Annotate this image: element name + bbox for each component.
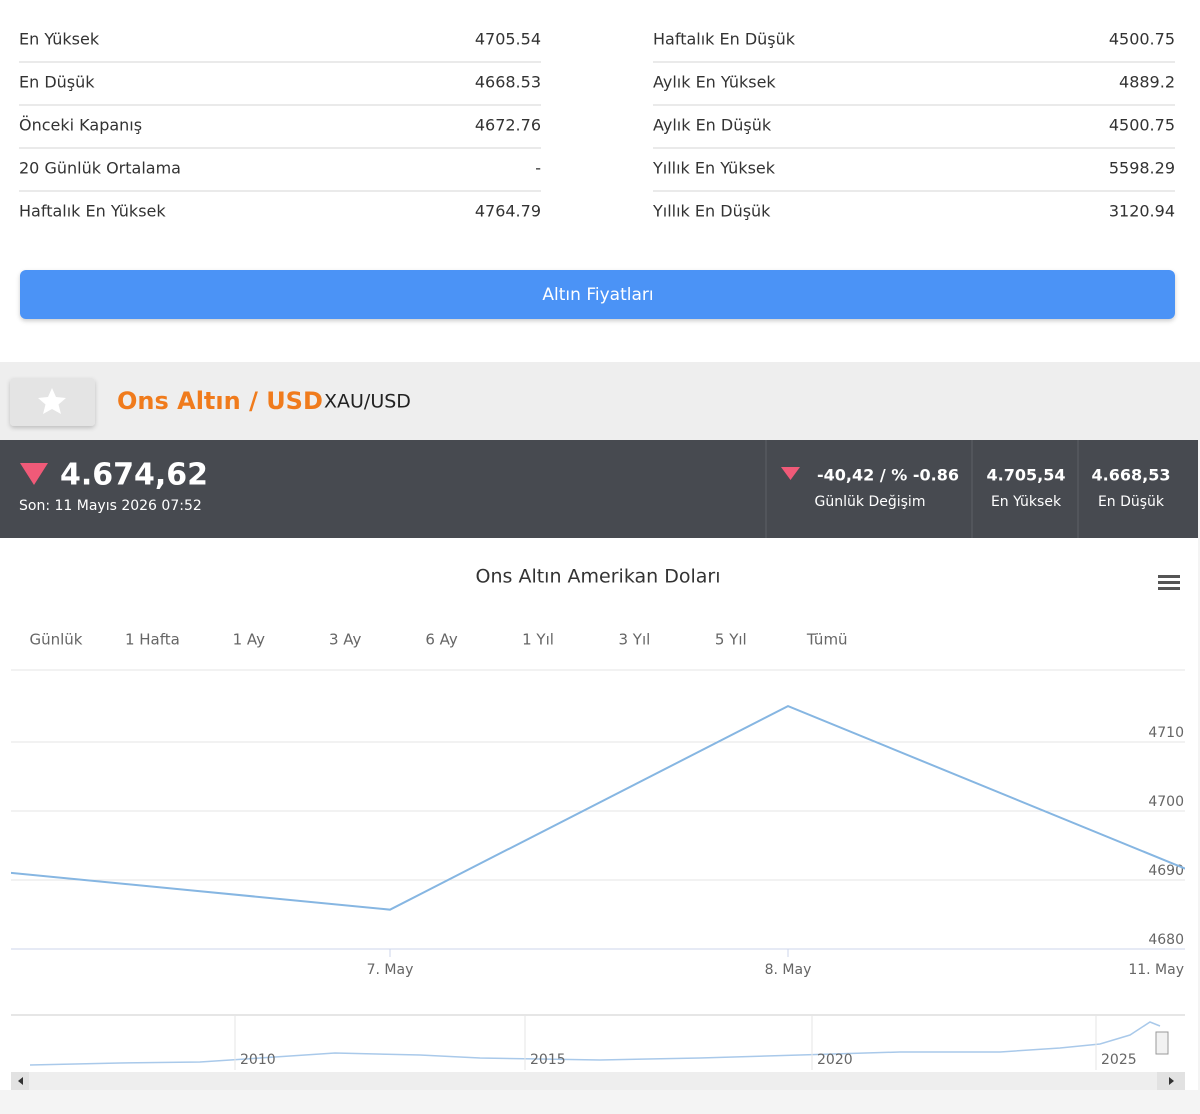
stat-value: 4764.79 xyxy=(475,202,541,221)
chart-panel xyxy=(0,538,1198,1090)
stat-label: Yıllık En Düşük xyxy=(652,202,771,221)
x-tick-label: 7. May xyxy=(367,962,414,978)
stat-label: Yıllık En Yüksek xyxy=(652,159,776,178)
range-button[interactable]: 1 Hafta xyxy=(125,631,180,649)
ticker-bar xyxy=(0,440,1198,538)
last-update: Son: 11 Mayıs 2026 07:52 xyxy=(19,498,202,514)
scroll-left-arrow[interactable] xyxy=(18,1077,23,1085)
range-button[interactable]: 3 Ay xyxy=(329,631,362,649)
price-line xyxy=(11,705,1185,911)
stat-value: 3120.94 xyxy=(1109,202,1175,221)
stat-value: 4672.76 xyxy=(475,116,541,135)
down-arrow xyxy=(20,463,48,485)
stat-label: Aylık En Yüksek xyxy=(653,73,776,92)
stat-label: Aylık En Düşük xyxy=(653,116,772,135)
navigator-axis: 2010 2015 2020 2025 xyxy=(234,1015,1137,1070)
range-button[interactable]: 1 Yıl xyxy=(522,631,554,649)
x-tick-label: 8. May xyxy=(765,962,812,978)
stat-label: Haftalık En Yüksek xyxy=(19,202,166,221)
day-high: 4.705,54 xyxy=(987,466,1066,485)
navigator-label: 2020 xyxy=(817,1052,853,1068)
range-button[interactable]: 6 Ay xyxy=(425,631,458,649)
stat-label: En Yüksek xyxy=(19,30,100,49)
range-button[interactable]: Tümü xyxy=(806,631,848,649)
scrollbar[interactable] xyxy=(11,1072,1185,1090)
stat-value: 4889.2 xyxy=(1119,73,1175,92)
stat-value: 4668.53 xyxy=(475,73,541,92)
navigator: 2010 2015 2020 2025 xyxy=(11,1014,1185,1090)
price: 4.674,62 xyxy=(60,458,208,493)
range-button[interactable]: 1 Ay xyxy=(233,631,266,649)
daily-change: -40,42 / % -0.86 xyxy=(817,466,959,485)
menu-bar[interactable] xyxy=(1158,587,1180,590)
stat-value: 4705.54 xyxy=(475,30,541,49)
y-tick-label: 4690 xyxy=(1148,863,1184,879)
stat-label: En Düşük xyxy=(19,73,95,92)
x-tick-label: 11. May xyxy=(1128,962,1184,978)
range-button[interactable]: 3 Yıl xyxy=(618,631,650,649)
instrument-name: Ons Altın / USD xyxy=(117,387,323,415)
stat-label: 20 Günlük Ortalama xyxy=(19,159,181,178)
day-low: 4.668,53 xyxy=(1092,466,1171,485)
day-low-label: En Düşük xyxy=(1098,494,1165,510)
navigator-label: 2025 xyxy=(1101,1052,1137,1068)
navigator-handle[interactable] xyxy=(1155,1031,1169,1055)
instrument-header xyxy=(0,362,1200,440)
menu-button[interactable] xyxy=(1158,575,1180,590)
y-tick-label: 4710 xyxy=(1148,725,1184,741)
star-icon[interactable] xyxy=(38,388,66,414)
y-tick-label: 4700 xyxy=(1148,794,1184,810)
prices-button-label[interactable]: Altın Fiyatları xyxy=(542,285,653,305)
range-button[interactable]: Günlük xyxy=(30,631,83,649)
range-button[interactable]: 5 Yıl xyxy=(715,631,747,649)
prices-button[interactable] xyxy=(20,270,1175,319)
instrument-symbol: XAU/USD xyxy=(324,391,411,413)
scroll-right-arrow[interactable] xyxy=(1169,1077,1174,1085)
chart-title: Ons Altın Amerikan Doları xyxy=(476,566,721,588)
menu-bar[interactable] xyxy=(1158,575,1180,578)
navigator-series xyxy=(29,1021,1161,1066)
y-tick-label: 4680 xyxy=(1148,932,1184,948)
stat-value: - xyxy=(535,159,541,178)
navigator-label: 2010 xyxy=(240,1052,276,1068)
down-arrow-small xyxy=(781,467,800,480)
stat-value: 5598.29 xyxy=(1109,159,1175,178)
stat-value: 4500.75 xyxy=(1109,116,1175,135)
stat-label: Önceki Kapanış xyxy=(19,116,142,135)
menu-bar[interactable] xyxy=(1158,581,1180,584)
stats-table: En Yüksek 4705.54 En Düşük 4668.53 Önceki Ka… xyxy=(19,30,1175,221)
day-high-label: En Yüksek xyxy=(991,494,1062,510)
stat-label: Haftalık En Düşük xyxy=(653,30,796,49)
daily-change-label: Günlük Değişim xyxy=(815,494,926,510)
navigator-label: 2015 xyxy=(530,1052,566,1068)
plot: Günlük 1 Hafta 1 Ay 3 Ay 6 Ay 1 Yıl 3 Yıl 5 Yıl… xyxy=(11,631,1185,978)
stat-value: 4500.75 xyxy=(1109,30,1175,49)
